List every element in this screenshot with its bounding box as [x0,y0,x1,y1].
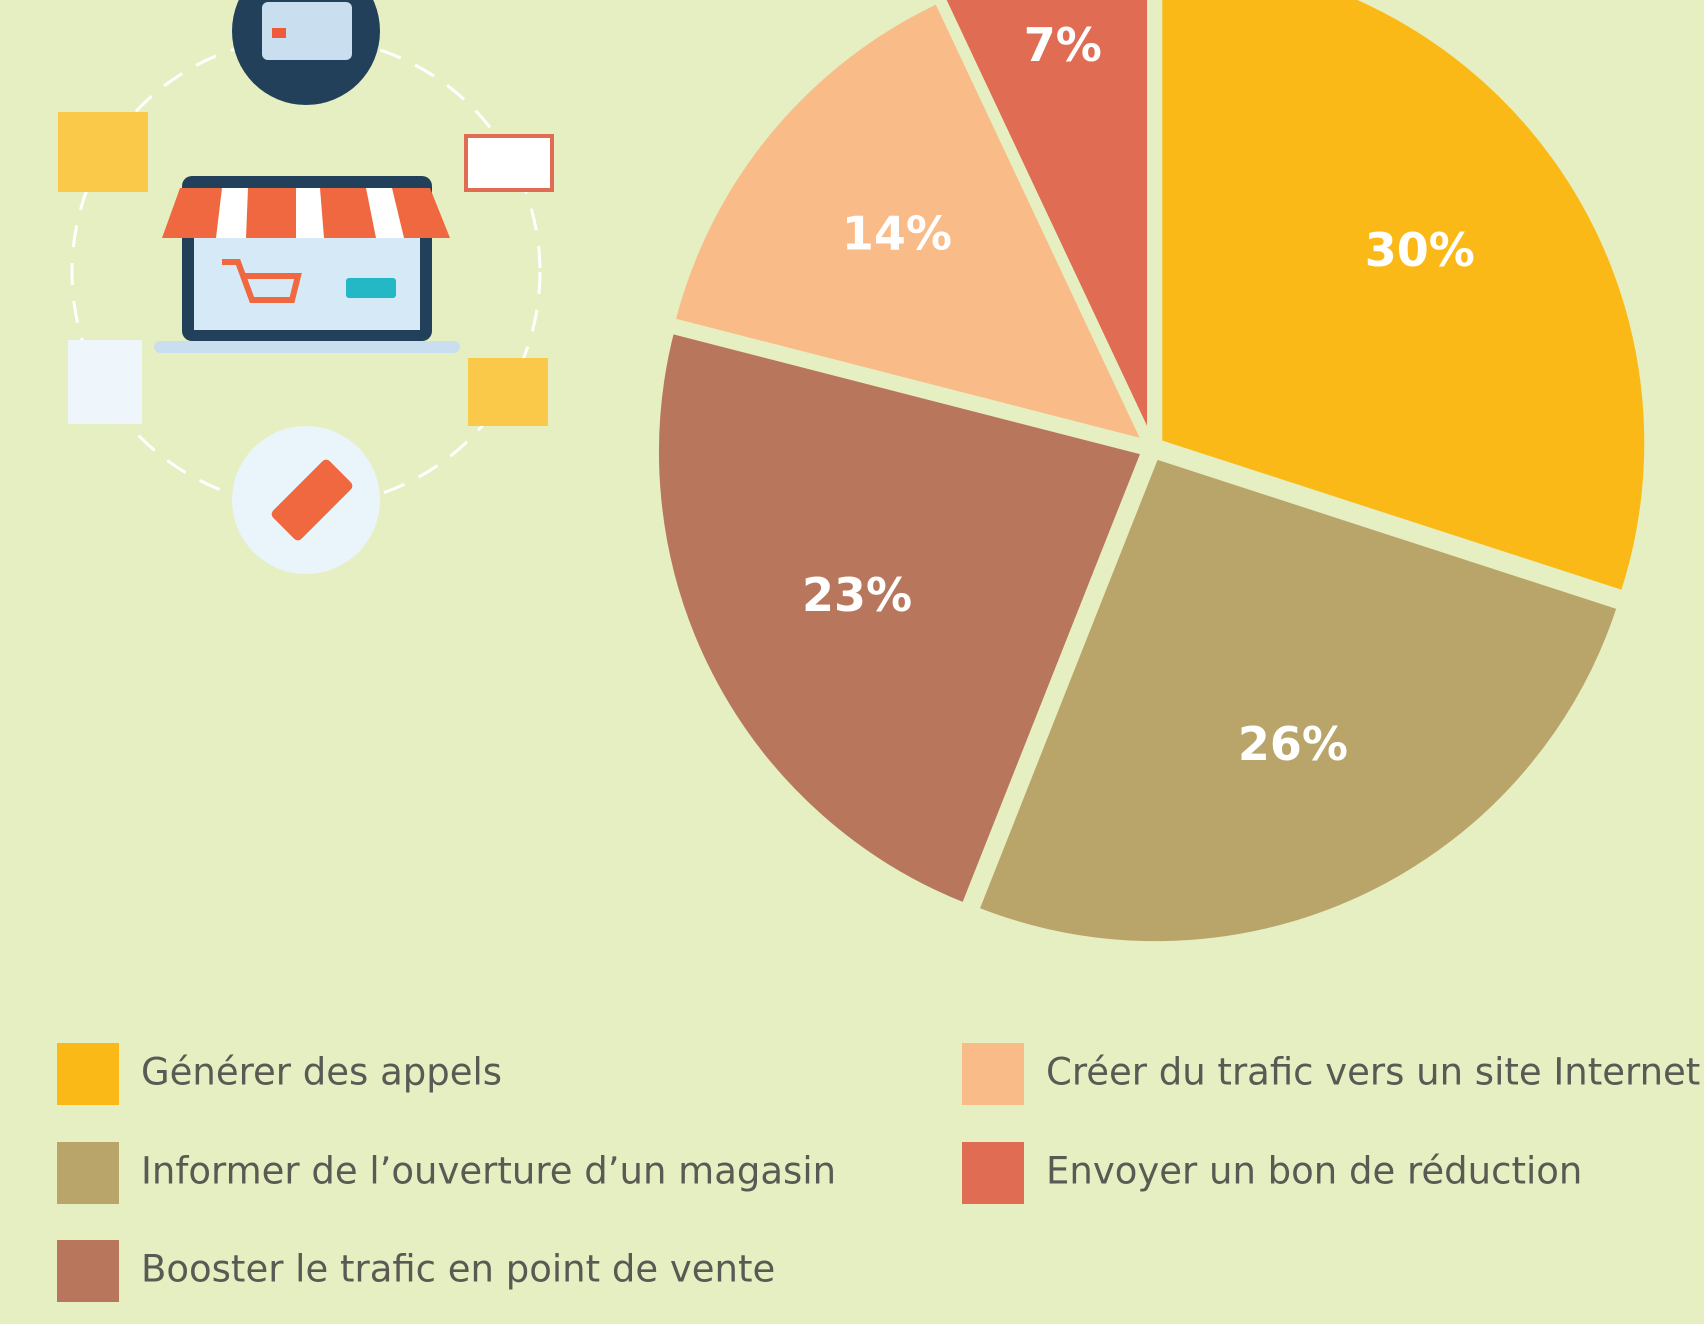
value-label: 14% [842,206,952,260]
pie-slice [1156,0,1651,598]
value-label: 30% [1365,223,1475,277]
legend-label: Créer du trafic vers un site Internet [1046,1051,1700,1094]
coins [58,112,148,192]
legend-swatch [962,1142,1024,1204]
legend-label: Envoyer un bon de réduction [1046,1150,1582,1193]
card-chip [272,28,286,38]
legend-label: Générer des appels [141,1051,502,1094]
pie-slice [652,327,1149,910]
value-label: 26% [1238,717,1348,771]
legend-swatch [57,1240,119,1302]
legend-label: Informer de l’ouverture d’un magasin [141,1150,836,1193]
legend-swatch [57,1043,119,1105]
legend-label: Booster le trafic en point de vente [141,1248,775,1291]
illustration [58,0,554,574]
value-label: 23% [802,568,912,622]
legend-swatch [57,1142,119,1204]
bag [68,340,142,424]
pie-slice [940,0,1154,441]
legend-swatch [962,1043,1024,1105]
pie-slice [668,0,1151,447]
laptop-base [154,341,460,353]
value-label: 7% [1024,18,1102,72]
sale-tag [271,459,353,541]
awning-stripes [216,188,404,238]
basket [464,134,554,192]
gift [468,358,548,426]
pie-slice [972,452,1624,948]
buy-button [346,278,396,298]
cart [222,259,302,303]
card-icon [262,2,352,60]
